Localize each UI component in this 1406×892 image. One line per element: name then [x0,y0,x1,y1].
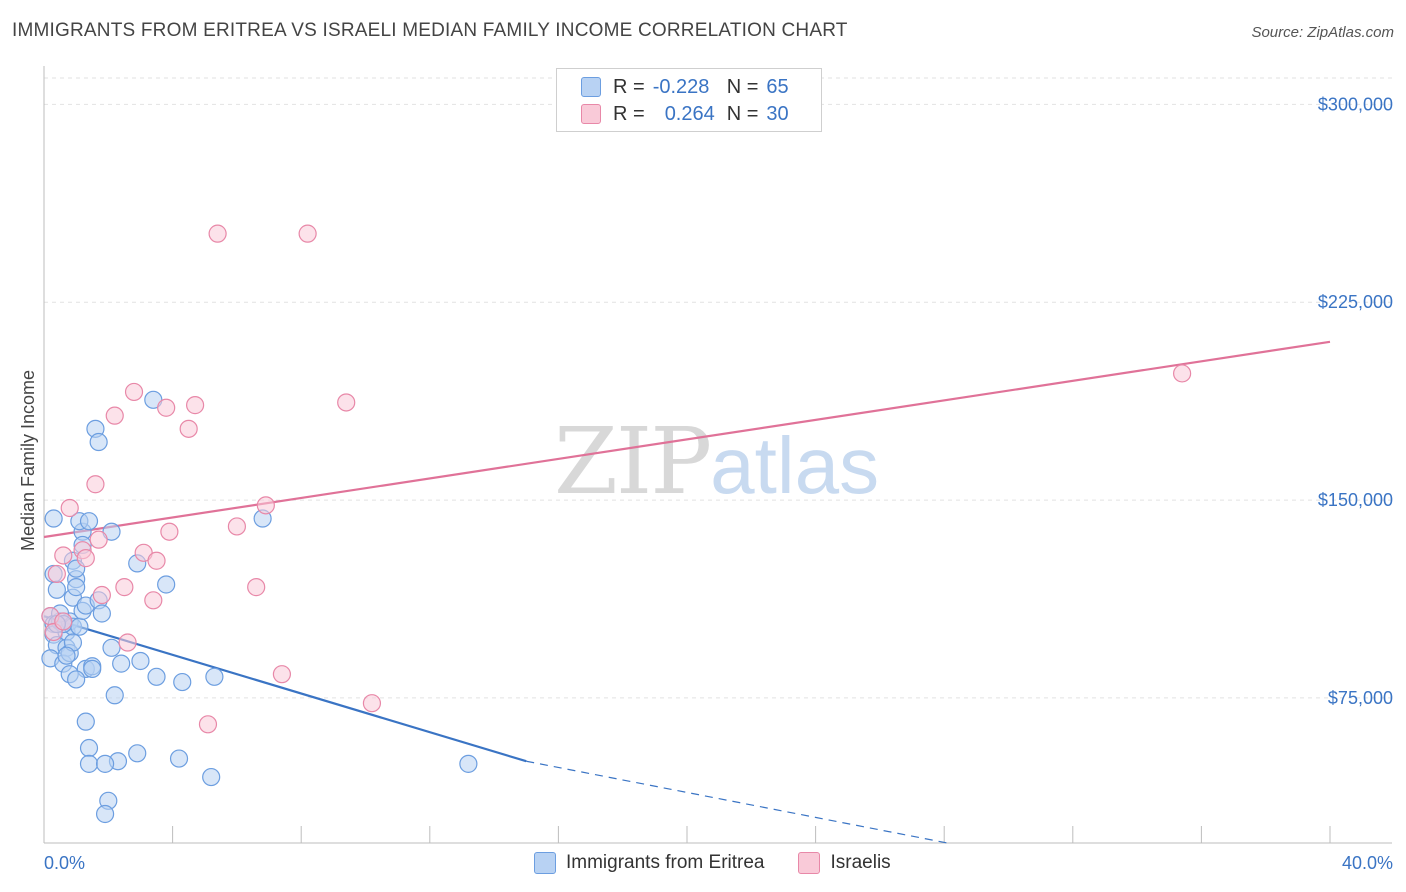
data-points [41,224,1192,824]
legend-r-label: R = [613,102,645,125]
israelis-point [157,398,176,417]
israelis-point [89,530,108,549]
eritrea-point [67,578,86,597]
watermark-atlas: atlas [710,421,880,510]
eritrea-point [83,659,102,678]
chart-title: IMMIGRANTS FROM ERITREA VS ISRAELI MEDIA… [12,20,848,41]
eritrea-point [67,670,86,689]
eritrea-point [105,686,124,705]
series-legend-label: Israelis [830,852,891,873]
y-tick-label: $75,000 [1328,688,1393,708]
correlation-legend: R = -0.228 N = 65 R = 0.264 N = 30 [556,68,822,132]
israelis-point [1173,364,1192,383]
israelis-point [124,382,144,402]
legend-swatch-pink [581,104,601,124]
legend-n-label: N = [726,102,759,125]
israelis-point [115,578,134,597]
legend-r-value: -0.228 [652,75,710,98]
eritrea-point [173,672,192,692]
eritrea-point [128,744,147,763]
israelis-point [362,694,382,713]
eritrea-point [76,712,95,731]
eritrea-point [169,749,189,768]
eritrea-point [92,604,111,623]
eritrea-point [95,754,115,773]
series-legend-label: Immigrants from Eritrea [566,852,765,873]
legend-n-value: 30 [766,102,789,125]
legend-row-israelis: R = 0.264 N = 30 [581,102,789,126]
y-tick-label: $300,000 [1318,94,1393,114]
source-label: Source: ZipAtlas.com [1251,24,1394,41]
y-axis-label: Median Family Income [18,370,38,551]
israelis-point [298,224,317,243]
eritrea-point [112,654,131,673]
israelis-point [227,517,246,536]
legend-r-value: 0.264 [664,102,715,125]
eritrea-point [131,651,150,671]
eritrea-point [79,738,99,758]
eritrea-point [79,512,99,531]
eritrea-point [79,754,99,773]
eritrea-point [205,667,224,686]
watermark-zip: ZIP [554,408,712,515]
x-tick-label: 0.0% [44,853,85,873]
israelis-point [118,633,137,652]
legend-n-value: 65 [766,75,789,98]
gridlines [44,77,1392,699]
eritrea-point [44,509,63,528]
legend-r-label: R = [613,75,645,98]
eritrea-point [102,638,121,657]
series-swatch-blue [534,852,556,874]
trend-lines [43,340,1331,844]
israelis-point [272,665,292,684]
x-tick-label: 40.0% [1342,853,1393,873]
israelis-point [86,475,105,494]
legend-row-eritrea: R = -0.228 N = 65 [581,75,789,99]
series-swatch-pink [798,852,821,874]
israelis-point [198,715,218,734]
eritrea-trend-extension [526,760,948,844]
israelis-point [60,498,79,518]
eritrea-point [89,432,108,452]
y-tick-label: $225,000 [1318,292,1393,312]
eritrea-point [95,804,115,824]
israelis-point [247,578,266,597]
eritrea-point [147,667,166,686]
eritrea-point [459,754,478,773]
series-legend-item-eritrea[interactable]: Immigrants from Eritrea [534,852,764,874]
israelis-point [105,406,124,425]
israelis-point [147,551,166,570]
eritrea-point [70,617,89,636]
israelis-point [144,591,163,610]
israelis-point [160,522,179,541]
eritrea-point [202,767,221,787]
series-legend-item-israelis[interactable]: Israelis [798,852,891,874]
eritrea-point [157,575,176,594]
israelis-point [179,419,198,438]
eritrea-point [47,580,66,599]
israelis-point [76,549,95,568]
series-legend: Immigrants from Eritrea Israelis [534,852,925,874]
israelis-point [54,546,73,565]
israelis-point [337,393,356,412]
israelis-point [186,396,205,415]
legend-swatch-blue [581,77,601,97]
israelis-point [47,564,66,584]
y-tick-label: $150,000 [1318,490,1393,510]
axes [43,66,1392,844]
israelis-point [92,585,111,605]
axis-labels: $75,000 $150,000 $225,000 $300,000 0.0% 40.0%… [18,94,1393,873]
eritrea-point [57,646,76,665]
israelis-point [208,224,227,243]
israelis-trend-line [43,340,1331,539]
israelis-point [54,612,73,631]
legend-n-label: N = [726,75,759,98]
watermark: ZIPatlas [554,408,879,515]
israelis-point [256,496,275,515]
